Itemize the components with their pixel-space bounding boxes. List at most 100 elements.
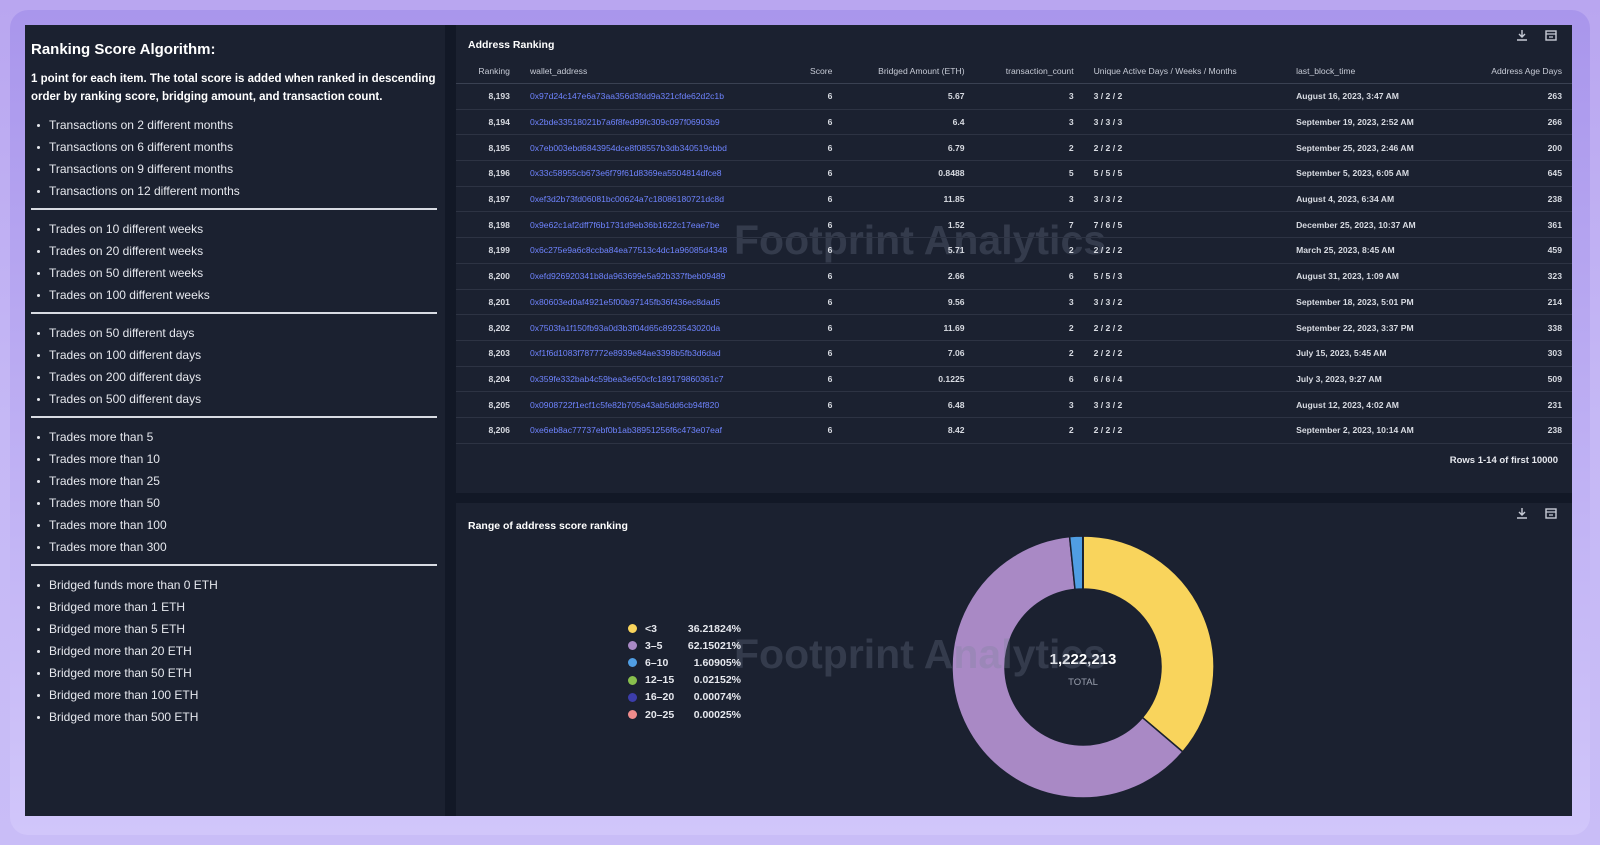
- cell: 6: [789, 134, 843, 162]
- cell: 1.52: [842, 211, 975, 239]
- cell: September 22, 2023, 3:37 PM: [1286, 314, 1460, 341]
- criterion: Trades on 10 different weeks: [31, 218, 437, 240]
- legend-item[interactable]: 12–15 0.02152%: [628, 672, 741, 689]
- legend-label: 3–5: [645, 639, 663, 652]
- wallet-address: 0xf1f6d1083f787772e8939e84ae3398b5fb3d6d…: [519, 340, 790, 367]
- criterion: Bridged more than 500 ETH: [31, 706, 437, 728]
- table-header: Ranking wallet_address Score Bridged Amount…: [456, 59, 1572, 84]
- cell: March 25, 2023, 8:45 AM: [1286, 237, 1460, 264]
- table-row: 8,199 0x6c275e9a6c8ccba84ea77513c4dc1a960…: [456, 237, 1572, 264]
- cell: 8,199: [456, 237, 520, 264]
- legend-item[interactable]: 20–25 0.00025%: [628, 706, 741, 723]
- header-row: Ranking wallet_address Score Bridged Amount…: [456, 59, 1572, 84]
- criteria-group: Trades on 50 different days Trades on 100…: [31, 314, 437, 418]
- column-header[interactable]: transaction_count: [974, 59, 1084, 84]
- panel-title: Ranking Score Algorithm:: [31, 41, 216, 58]
- cell: 214: [1459, 289, 1572, 316]
- wallet-address: 0x0908722f1ecf1c5fe82b705a43ab5dd6cb94f8…: [519, 391, 790, 418]
- legend-value: 0.00074%: [693, 691, 741, 704]
- cell: 338: [1459, 314, 1572, 341]
- criterion: Transactions on 9 different months: [31, 158, 437, 180]
- legend-item[interactable]: 6–10 1.60905%: [628, 654, 741, 671]
- table-row: 8,197 0xef3d2b73fd06081bc00624a7c18086180…: [456, 186, 1572, 213]
- legend-item[interactable]: 16–20 0.00074%: [628, 689, 741, 706]
- legend-swatch: [628, 624, 637, 634]
- criterion: Trades on 100 different days: [31, 344, 437, 366]
- criterion: Trades on 50 different days: [31, 322, 437, 344]
- legend-value: 0.00025%: [693, 708, 741, 721]
- legend-item[interactable]: 3–5 62.15021%: [628, 637, 741, 654]
- wallet-address: 0xe6eb8ac77737ebf0b1ab38951256f6c473e07e…: [519, 417, 790, 444]
- cell: 5: [974, 160, 1084, 187]
- column-header[interactable]: wallet_address: [519, 59, 790, 84]
- cell: 5 / 5 / 5: [1083, 160, 1287, 187]
- cell: 8,204: [456, 366, 520, 393]
- panel-icons[interactable]: [1516, 29, 1562, 43]
- legend-label: 12–15: [645, 674, 675, 687]
- cell: 8,206: [456, 417, 520, 444]
- cell: 6: [789, 109, 843, 136]
- cell: 3 / 3 / 2: [1083, 289, 1287, 316]
- wallet-address: 0xefd926920341b8da963699e5a92b337fbeb094…: [519, 263, 790, 290]
- criterion: Bridged funds more than 0 ETH: [31, 574, 437, 596]
- cell: 6: [789, 186, 843, 213]
- column-header[interactable]: Bridged Amount (ETH): [842, 59, 975, 84]
- column-header[interactable]: last_block_time: [1286, 59, 1460, 84]
- criterion: Trades on 100 different weeks: [31, 284, 437, 306]
- panel-icons[interactable]: [1516, 507, 1562, 521]
- cell: September 5, 2023, 6:05 AM: [1286, 160, 1460, 187]
- cell: 2: [974, 134, 1084, 162]
- criterion: Trades more than 50: [31, 492, 437, 514]
- legend-label: 16–20: [645, 691, 675, 704]
- cell: 8,194: [456, 109, 520, 136]
- cell: 2.66: [842, 263, 975, 290]
- cell: 2: [974, 314, 1084, 341]
- cell: August 4, 2023, 6:34 AM: [1286, 186, 1460, 213]
- ranking-table: Ranking wallet_address Score Bridged Amount…: [456, 59, 1572, 444]
- cell: 6: [789, 160, 843, 187]
- criterion: Trades more than 5: [31, 426, 437, 448]
- cell: 459: [1459, 237, 1572, 264]
- table-row: 8,206 0xe6eb8ac77737ebf0b1ab38951256f6c47…: [456, 417, 1572, 444]
- column-header[interactable]: Address Age Days: [1459, 59, 1572, 84]
- cell: September 2, 2023, 10:14 AM: [1286, 417, 1460, 444]
- cell: 6: [789, 340, 843, 367]
- legend-swatch: [628, 692, 637, 702]
- criterion: Bridged more than 1 ETH: [31, 596, 437, 618]
- cell: 8,193: [456, 83, 520, 110]
- cell: September 19, 2023, 2:52 AM: [1286, 109, 1460, 136]
- cell: 303: [1459, 340, 1572, 367]
- column-header[interactable]: Unique Active Days / Weeks / Months: [1083, 59, 1287, 84]
- cell: 6: [789, 417, 843, 444]
- legend-value: 62.15021%: [687, 639, 741, 652]
- cell: 2 / 2 / 2: [1083, 237, 1287, 264]
- cell: 6: [789, 289, 843, 316]
- legend-item[interactable]: <3 36.21824%: [628, 620, 741, 637]
- column-header[interactable]: Score: [789, 59, 843, 84]
- donut-slice: [1082, 535, 1215, 753]
- cell: 200: [1459, 134, 1572, 162]
- cell: 7 / 6 / 5: [1083, 211, 1287, 239]
- pagination[interactable]: Rows 1-14 of first 10000: [1449, 455, 1558, 466]
- table-row: 8,203 0xf1f6d1083f787772e8939e84ae3398b5f…: [456, 340, 1572, 367]
- cell: 238: [1459, 417, 1572, 444]
- cell: July 15, 2023, 5:45 AM: [1286, 340, 1460, 367]
- legend-label: 20–25: [645, 708, 675, 721]
- cell: 6: [789, 237, 843, 264]
- cell: 238: [1459, 186, 1572, 213]
- table-row: 8,202 0x7503fa1f150fb93a0d3b3f04d65c89235…: [456, 314, 1572, 341]
- legend-swatch: [628, 658, 637, 668]
- table-row: 8,205 0x0908722f1ecf1c5fe82b705a43ab5dd6c…: [456, 391, 1572, 418]
- column-header[interactable]: Ranking: [456, 59, 520, 84]
- cell: 6: [789, 391, 843, 418]
- cell: 8,197: [456, 186, 520, 213]
- chart-panel: 1,222,213 TOTAL Range of address score ra…: [456, 503, 1572, 816]
- cell: 2: [974, 340, 1084, 367]
- criterion: Bridged more than 50 ETH: [31, 662, 437, 684]
- wallet-address: 0x80603ed0af4921e5f00b97145fb36f436ec8da…: [519, 289, 790, 316]
- table-row: 8,201 0x80603ed0af4921e5f00b97145fb36f436…: [456, 289, 1572, 316]
- criterion: Bridged more than 5 ETH: [31, 618, 437, 640]
- cell: 0.1225: [842, 366, 975, 393]
- legend-swatch: [628, 675, 637, 685]
- table-panel: Address Ranking Footprint Analytics Rank…: [456, 25, 1572, 493]
